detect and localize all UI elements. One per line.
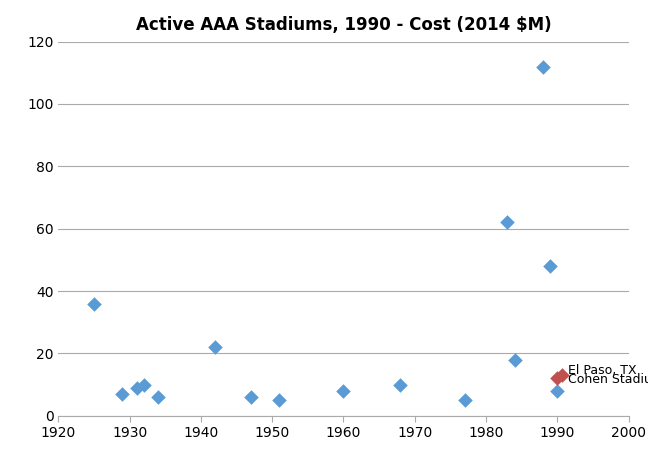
Title: Active AAA Stadiums, 1990 - Cost (2014 $M): Active AAA Stadiums, 1990 - Cost (2014 $… xyxy=(135,17,551,35)
Text: Cohen Stadium: Cohen Stadium xyxy=(568,373,648,386)
Point xyxy=(139,381,149,388)
Point xyxy=(459,396,470,404)
Point xyxy=(210,344,220,351)
Point xyxy=(153,394,163,401)
Text: El Paso, TX: El Paso, TX xyxy=(568,364,636,377)
Point xyxy=(246,394,256,401)
Point xyxy=(538,63,548,70)
Point xyxy=(509,356,520,363)
Point xyxy=(132,384,142,391)
Point xyxy=(545,262,555,270)
Point xyxy=(557,371,568,379)
Point xyxy=(552,387,562,395)
Point xyxy=(395,381,406,388)
Point xyxy=(338,387,349,395)
Point xyxy=(274,396,284,404)
Point xyxy=(89,300,99,307)
Point xyxy=(502,219,513,226)
Point xyxy=(117,390,128,398)
Point xyxy=(552,375,562,382)
